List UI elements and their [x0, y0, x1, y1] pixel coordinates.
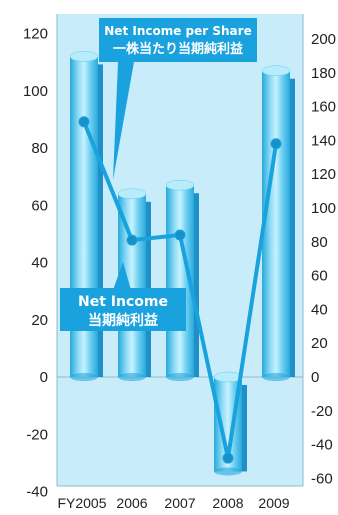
right-tick-label: 180 [311, 65, 336, 82]
income-callout-box [60, 288, 186, 331]
income-bar-FY2005 [69, 51, 103, 381]
eps-point-FY2005 [78, 116, 90, 128]
right-tick-label: 200 [311, 31, 336, 48]
right-tick-label: -60 [311, 470, 333, 487]
right-tick-label: 40 [311, 301, 328, 318]
right-axis-ticks: -60 -40 -20 0 20 40 60 80 100 120 140 160 180 200 [311, 31, 336, 487]
eps-point-2007 [174, 229, 186, 241]
income-bar-2007 [165, 179, 199, 381]
left-tick-label: 40 [31, 255, 48, 272]
income-bar-2009 [261, 65, 295, 381]
right-tick-label: 120 [311, 166, 336, 183]
right-tick-label: 160 [311, 99, 336, 116]
bar-top-cap [261, 65, 291, 76]
x-tick-label: 2006 [116, 495, 147, 511]
left-tick-label: 20 [31, 312, 48, 329]
left-tick-label: 80 [31, 140, 48, 157]
bar-shadow [194, 193, 199, 377]
bar-top-cap [117, 188, 147, 200]
right-tick-label: -20 [311, 403, 333, 420]
left-tick-label: 60 [31, 197, 48, 214]
bar-top-cap [69, 51, 99, 62]
left-tick-label: 0 [40, 369, 48, 386]
bar-top-cap [213, 371, 243, 383]
bar-bottom-cap [262, 373, 290, 381]
eps-point-2009 [270, 138, 282, 150]
eps-callout-label-ja: 一株当たり当期純利益 [113, 41, 243, 57]
bar-bottom-cap [118, 373, 146, 381]
left-tick-label: 100 [23, 83, 48, 100]
bar-shadow [98, 64, 103, 378]
left-tick-label: -40 [26, 484, 48, 501]
eps-callout-pointer [113, 62, 134, 180]
x-tick-label: 2008 [212, 495, 243, 511]
income-callout-label-ja: 当期純利益 [88, 312, 158, 329]
left-axis-ticks: -40 -20 0 20 40 60 80 100 120 [23, 26, 48, 501]
x-tick-label: FY2005 [57, 495, 106, 511]
bar-top-cap [165, 179, 195, 191]
right-tick-label: 140 [311, 132, 336, 149]
x-tick-label: 2009 [258, 495, 289, 511]
x-tick-label: 2007 [164, 495, 195, 511]
right-tick-label: 80 [311, 234, 328, 251]
bar-bottom-cap [70, 373, 98, 381]
x-axis-ticks: FY2005 2006 2007 2008 2009 [57, 495, 289, 511]
bar-bottom-cap [166, 373, 194, 381]
income-callout-label-en: Net Income [78, 294, 168, 310]
eps-callout-label-en: Net Income per Share [104, 24, 251, 38]
eps-callout-box [99, 18, 257, 62]
left-tick-label: -20 [26, 426, 48, 443]
right-tick-label: 0 [311, 369, 319, 386]
right-tick-label: 20 [311, 335, 328, 352]
bar-body [262, 70, 290, 378]
left-tick-label: 120 [23, 26, 48, 43]
income-callout-pointer [113, 262, 131, 290]
bar-bottom-cap [214, 467, 242, 476]
right-tick-label: 60 [311, 268, 328, 285]
bar-shadow [242, 385, 247, 472]
eps-line-series [78, 116, 282, 464]
right-tick-label: -40 [311, 437, 333, 454]
bar-shadow [290, 78, 295, 378]
right-tick-label: 100 [311, 200, 336, 217]
eps-point-2006 [126, 234, 138, 246]
eps-point-2008 [222, 452, 234, 464]
